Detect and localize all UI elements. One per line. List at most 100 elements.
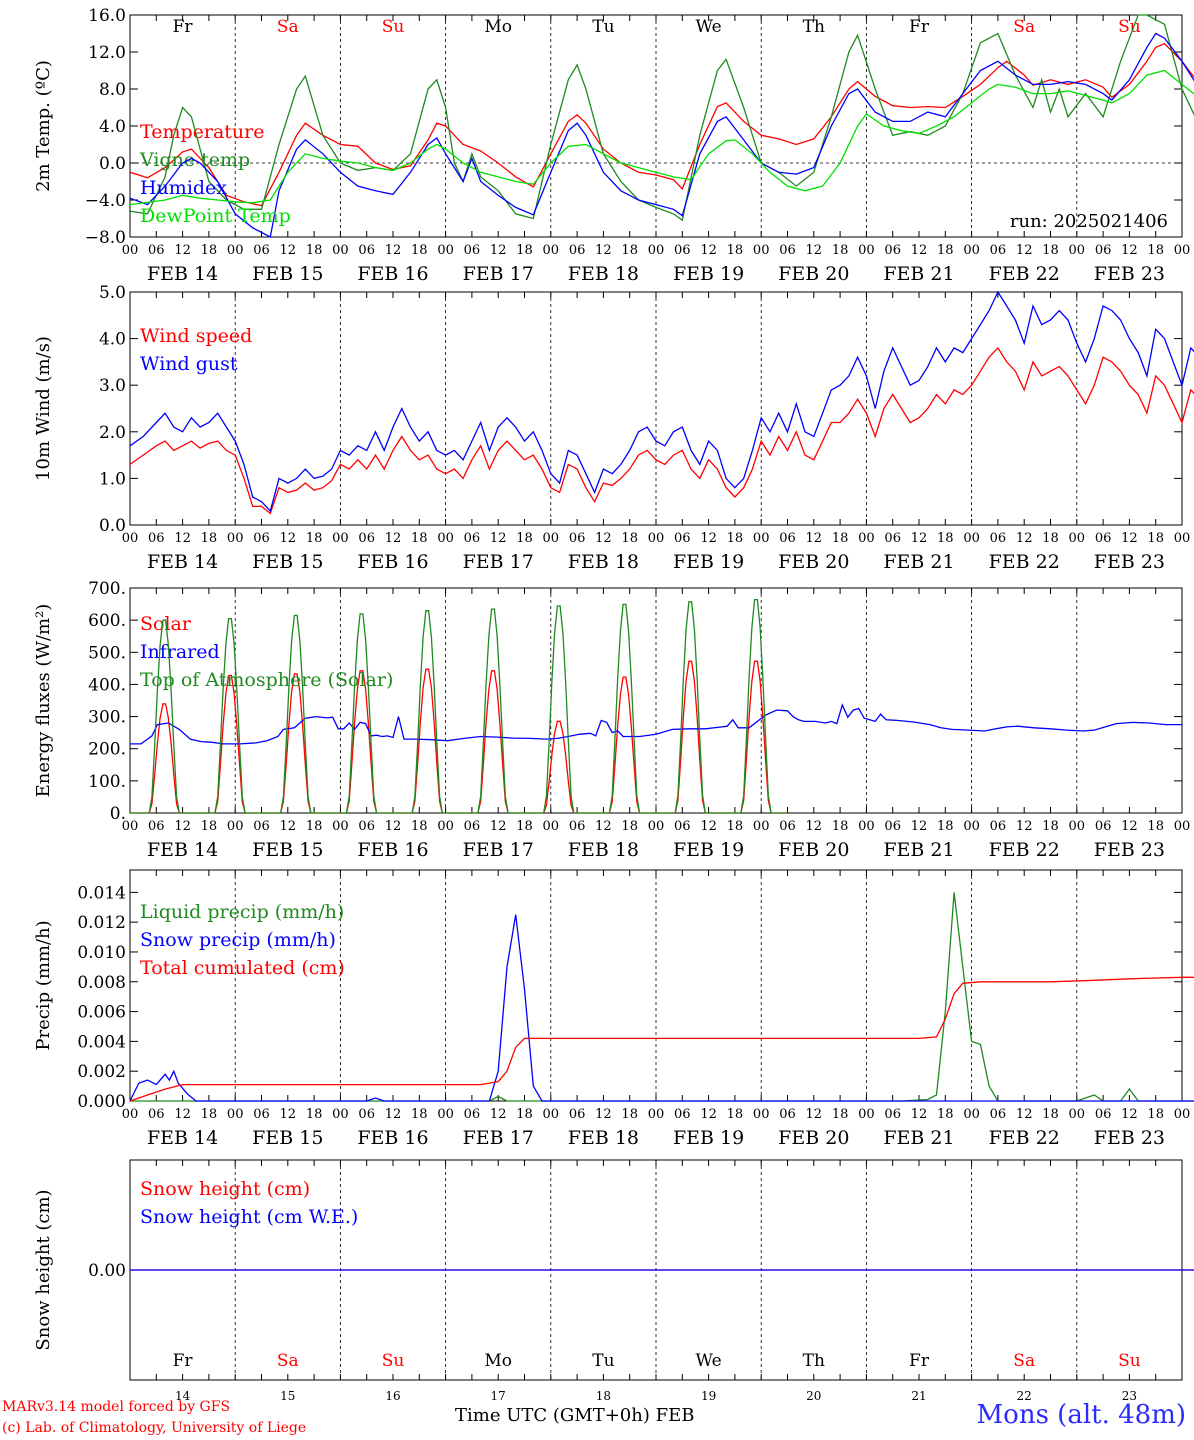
- day-label: Sa: [277, 1351, 299, 1371]
- date-label: FEB 15: [252, 839, 323, 861]
- x-hour-label: 00: [227, 243, 244, 258]
- x-hour-label: 18: [1042, 1107, 1059, 1122]
- x-hour-label: 12: [595, 243, 612, 258]
- x-hour-label: 06: [1095, 819, 1112, 834]
- x-hour-label: 06: [884, 819, 901, 834]
- x-hour-label: 12: [700, 243, 717, 258]
- date-label: FEB 21: [883, 1127, 954, 1149]
- date-label: FEB 22: [989, 839, 1060, 861]
- x-hour-label: 06: [674, 1107, 691, 1122]
- series-line-wind-speed: [129, 346, 1194, 515]
- date-label: FEB 14: [147, 839, 218, 861]
- x-hour-label: 06: [464, 531, 481, 546]
- x-hour-label: 06: [884, 243, 901, 258]
- x-hour-label: 06: [674, 819, 691, 834]
- day-label: We: [696, 17, 722, 37]
- y-axis-label: Snow height (cm): [33, 1189, 54, 1350]
- x-hour-label: 18: [411, 531, 428, 546]
- x-hour-label: 18: [516, 243, 533, 258]
- x-hour-label: 06: [358, 1107, 375, 1122]
- x-hour-label: 06: [1095, 1107, 1112, 1122]
- date-label: FEB 23: [1094, 1127, 1165, 1149]
- date-label: FEB 23: [1094, 551, 1165, 573]
- y-tick-label: 0.010: [77, 943, 126, 963]
- x-hour-label: 00: [543, 1107, 560, 1122]
- x-hour-label: 12: [490, 1107, 507, 1122]
- y-tick-label: 0.012: [77, 913, 126, 933]
- x-hour-label: 18: [306, 243, 323, 258]
- x-hour-label: 18: [937, 531, 954, 546]
- x-hour-label: 06: [884, 531, 901, 546]
- x-hour-label: 12: [911, 243, 928, 258]
- date-label: FEB 14: [147, 551, 218, 573]
- date-label: FEB 14: [147, 1127, 218, 1149]
- x-hour-label: 06: [569, 243, 586, 258]
- x-hour-label: 18: [411, 819, 428, 834]
- x-hour-label: 12: [1121, 531, 1138, 546]
- x-hour-label: 18: [516, 819, 533, 834]
- series-line-top-of-atmosphere-solar-: [130, 598, 788, 814]
- y-tick-label: 0.0: [99, 516, 126, 536]
- x-hour-label: 12: [280, 243, 297, 258]
- day-label: Mo: [484, 17, 512, 37]
- x-hour-label: 00: [332, 1107, 349, 1122]
- x-hour-label: 18: [1042, 819, 1059, 834]
- day-label: Sa: [277, 17, 299, 37]
- x-hour-label: 06: [148, 1107, 165, 1122]
- x-hour-label: 00: [437, 1107, 454, 1122]
- x-hour-label: 12: [595, 819, 612, 834]
- date-label: FEB 19: [673, 839, 744, 861]
- date-label: FEB 15: [252, 1127, 323, 1149]
- x-hour-label: 18: [727, 243, 744, 258]
- x-hour-label: 06: [569, 819, 586, 834]
- x-hour-label: 06: [779, 1107, 796, 1122]
- x-hour-label: 06: [674, 243, 691, 258]
- y-tick-label: 0.0: [99, 154, 126, 174]
- x-hour-label: 12: [174, 1107, 191, 1122]
- x-hour-label: 18: [1042, 531, 1059, 546]
- series-line-humidex: [129, 32, 1194, 238]
- y-tick-label: 0.006: [77, 1003, 126, 1023]
- x-hour-label: 00: [227, 819, 244, 834]
- x-hour-label: 00: [543, 243, 560, 258]
- x-hour-label: 00: [227, 531, 244, 546]
- x-hour-label: 18: [1147, 243, 1164, 258]
- lab-credit: (c) Lab. of Climatology, University of L…: [2, 1420, 307, 1436]
- date-label: FEB 22: [989, 551, 1060, 573]
- y-tick-label: 3.0: [99, 376, 126, 396]
- x-hour-label: 06: [253, 531, 270, 546]
- y-axis-label: 2m Temp. (ºC): [33, 60, 54, 192]
- x-hour-label: 00: [753, 243, 770, 258]
- x-hour-label: 06: [464, 1107, 481, 1122]
- day-label: Sa: [1013, 1351, 1035, 1371]
- x-hour-label: 12: [1121, 1107, 1138, 1122]
- x-hour-label: 18: [411, 1107, 428, 1122]
- x-hour-label: 18: [727, 531, 744, 546]
- day-label: Fr: [173, 17, 194, 37]
- x-hour-label: 06: [253, 243, 270, 258]
- x-hour-label: 12: [911, 1107, 928, 1122]
- x-hour-label: 18: [306, 1107, 323, 1122]
- y-tick-label: 0.008: [77, 973, 126, 993]
- x-hour-label: 12: [911, 531, 928, 546]
- x-hour-label: 12: [280, 819, 297, 834]
- x-hour-label: 12: [1016, 1107, 1033, 1122]
- day-label: Fr: [909, 17, 930, 37]
- x-hour-label: 06: [148, 531, 165, 546]
- x-hour-label: 18: [832, 819, 849, 834]
- legend-entry: Top of Atmosphere (Solar): [140, 669, 393, 691]
- y-axis-label: 10m Wind (m/s): [33, 336, 54, 481]
- x-hour-label: 00: [963, 819, 980, 834]
- x-hour-label: 00: [1174, 243, 1191, 258]
- y-tick-label: 0.: [110, 804, 126, 824]
- date-label: FEB 16: [357, 1127, 428, 1149]
- date-label: FEB 18: [568, 1127, 639, 1149]
- date-label: FEB 16: [357, 551, 428, 573]
- y-tick-label: 100.: [88, 772, 126, 792]
- date-label: FEB 17: [463, 551, 534, 573]
- date-label: FEB 16: [357, 263, 428, 285]
- x-hour-label: 06: [569, 1107, 586, 1122]
- x-hour-label: 00: [963, 243, 980, 258]
- y-tick-label: 0.00: [88, 1261, 126, 1281]
- x-hour-label: 12: [1016, 819, 1033, 834]
